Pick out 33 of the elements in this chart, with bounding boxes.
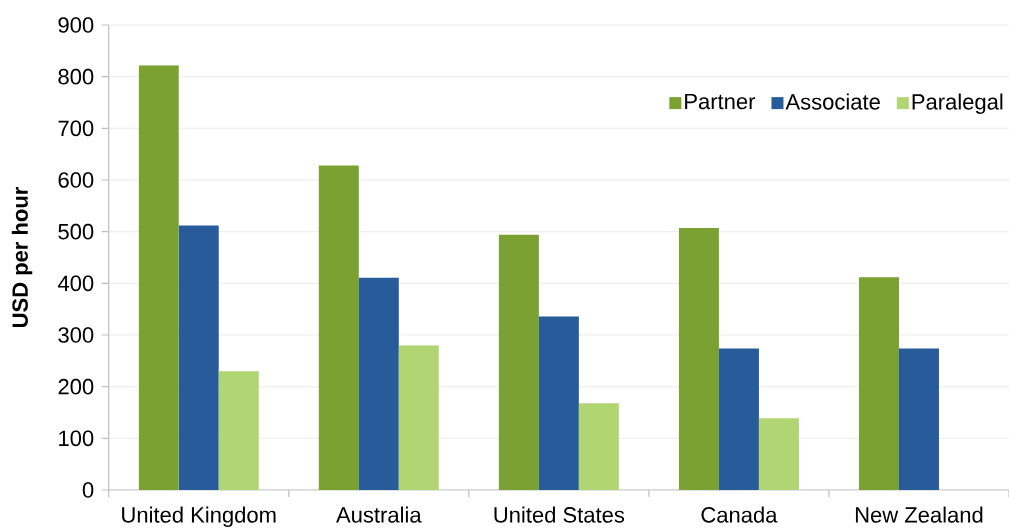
x-tick-label: United Kingdom bbox=[122, 506, 276, 528]
y-axis-title: USD per hour bbox=[11, 186, 33, 328]
bar bbox=[898, 348, 939, 490]
bar bbox=[218, 371, 259, 490]
bar bbox=[138, 65, 179, 490]
y-tick-label: 700 bbox=[58, 120, 94, 137]
bar bbox=[318, 165, 359, 490]
x-tick-label: Australia bbox=[336, 506, 422, 523]
y-tick-label: 300 bbox=[58, 327, 94, 343]
legend-label: Associate bbox=[785, 93, 880, 110]
bar bbox=[358, 277, 399, 490]
bar bbox=[178, 225, 219, 490]
bar bbox=[538, 316, 579, 490]
y-tick-label: 400 bbox=[57, 275, 94, 292]
y-tick-label: 900 bbox=[58, 17, 94, 33]
legend-label: Partner bbox=[685, 93, 756, 110]
y-tick-label: 800 bbox=[58, 68, 94, 85]
bar bbox=[718, 348, 759, 490]
bar bbox=[398, 345, 439, 490]
bar bbox=[678, 228, 719, 490]
x-tick-label: United States bbox=[494, 506, 625, 523]
y-tick-label: 600 bbox=[58, 172, 94, 188]
y-tick-label: 500 bbox=[58, 223, 94, 240]
bar bbox=[498, 234, 539, 490]
bar bbox=[858, 277, 899, 490]
x-tick-label: New Zealand bbox=[855, 506, 983, 523]
y-tick-label: 0 bbox=[82, 482, 94, 498]
legend-label: Paralegal bbox=[912, 93, 1003, 114]
x-tick-label: Canada bbox=[701, 506, 778, 523]
y-tick-label: 100 bbox=[59, 430, 94, 447]
bar bbox=[758, 418, 799, 490]
y-tick-label: 200 bbox=[58, 378, 94, 395]
bar bbox=[578, 403, 619, 490]
